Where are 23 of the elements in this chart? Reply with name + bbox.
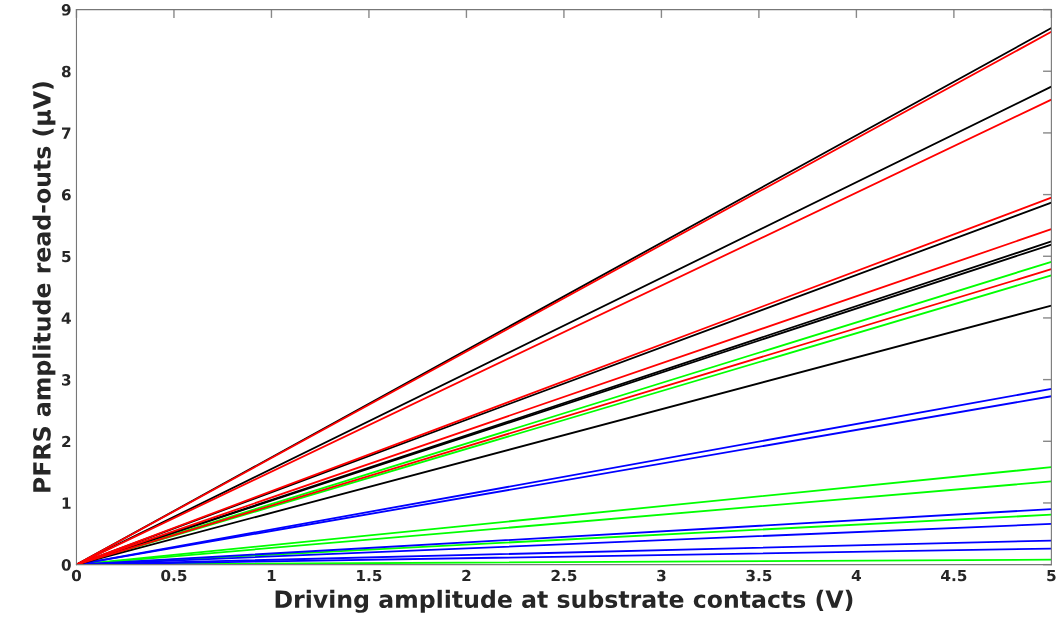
y-tick-label: 2 (62, 435, 71, 448)
x-tick-label: 1 (267, 569, 276, 582)
y-tick-label: 3 (61, 374, 71, 386)
x-tick-label: 2 (462, 569, 471, 582)
x-axis-title: Driving amplitude at substrate contacts (V) (275, 589, 853, 613)
x-tick-label: 3 (657, 569, 666, 582)
y-tick-label: 1 (62, 497, 71, 509)
x-tick-label: 5 (1047, 569, 1056, 582)
y-tick-label: 8 (61, 65, 71, 78)
x-tick-label: 4 (851, 569, 862, 582)
x-tick-label: 3.5 (746, 569, 772, 582)
y-tick-label: 9 (61, 4, 71, 16)
y-tick-label: 7 (61, 127, 71, 139)
y-axis-title: PFRS amplitude read-outs (µV) (32, 82, 56, 492)
x-tick-label: 0 (71, 569, 82, 582)
x-tick-label: 4.5 (941, 569, 967, 582)
y-tick-label: 0 (61, 559, 71, 571)
y-tick-label: 4 (61, 312, 71, 324)
y-tick-label: 5 (62, 250, 71, 263)
y-tick-label: 6 (61, 189, 71, 201)
x-tick-label: 1.5 (357, 569, 382, 582)
x-tick-label: 2.5 (551, 569, 577, 582)
x-tick-label: 0.5 (161, 569, 187, 582)
